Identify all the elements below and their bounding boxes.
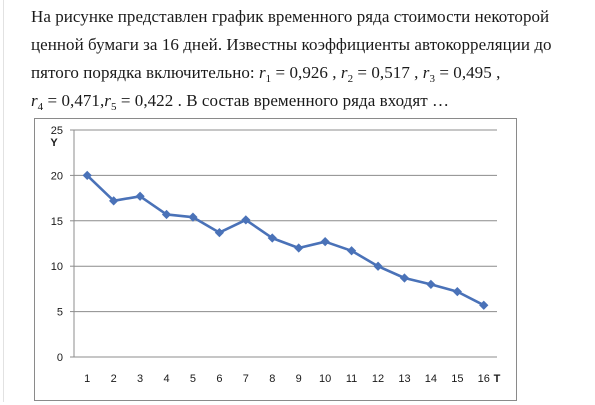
question-line-4-text: . В состав временного ряда входят … — [177, 91, 450, 110]
question-text: На рисунке представлен график временного… — [31, 3, 591, 115]
coefficient-r4: r4 = 0,471 — [31, 91, 100, 113]
data-point-marker — [479, 300, 489, 310]
x-tick-label: 6 — [216, 373, 222, 385]
x-tick-label: 7 — [243, 373, 249, 385]
data-point-marker — [214, 227, 225, 238]
data-point-marker — [82, 170, 92, 181]
x-tick-label: 1 — [84, 373, 90, 385]
y-tick-label: 5 — [57, 307, 63, 319]
data-point-marker — [135, 191, 145, 201]
series-1 — [82, 170, 489, 310]
x-tick-label: 3 — [137, 373, 143, 385]
x-tick-label: 2 — [111, 373, 117, 385]
question-line-1: На рисунке представлен график временного… — [31, 7, 550, 26]
x-tick-label: 16 — [478, 373, 490, 385]
data-point-marker — [399, 273, 410, 283]
x-axis-label: T — [494, 373, 501, 385]
x-tick-label: 4 — [163, 373, 169, 385]
question-line-2: ценной бумаги за 16 дней. Известны коэфф… — [31, 35, 552, 54]
data-point-marker — [373, 261, 383, 271]
data-point-marker — [346, 246, 357, 256]
series-line — [86, 174, 485, 307]
x-tick-label: 8 — [269, 373, 275, 385]
y-tick-label: 25 — [51, 125, 63, 137]
coefficient-r2: r2 = 0,517 — [340, 63, 410, 85]
data-point-marker — [320, 237, 330, 247]
data-point-marker — [267, 233, 277, 243]
question-line-3-text: пятого порядка включительно: — [31, 63, 255, 82]
x-tick-label: 11 — [346, 373, 357, 385]
axes — [70, 129, 497, 358]
coefficient-r3: r3 = 0,495 — [422, 63, 492, 85]
data-point-marker — [426, 279, 436, 289]
x-tick-label: 13 — [398, 373, 410, 385]
coefficient-r5: r5 = 0,422 — [104, 91, 174, 113]
question-line-4: r4 = 0,471,r5 = 0,422 . В состав временн… — [31, 91, 450, 113]
data-point-marker — [161, 209, 172, 220]
y-tick-label: 15 — [51, 216, 63, 228]
data-point-marker — [294, 243, 304, 253]
x-tick-label: 9 — [296, 373, 302, 385]
question-line-3: пятого порядка включительно: r1 = 0,926 … — [31, 63, 501, 85]
data-point-marker — [109, 196, 119, 206]
y-axis-label: Y — [50, 137, 58, 149]
data-point-marker — [188, 212, 198, 222]
left-border-rule — [3, 0, 4, 402]
gridlines — [74, 129, 497, 313]
data-point-marker — [241, 215, 251, 225]
x-tick-label: 14 — [425, 373, 437, 385]
chart-frame: 0 5 10 15 20 25 1 2 3 4 5 6 7 8 9 10 11 12 13 14 15 16 Y T — [34, 118, 517, 401]
coefficient-r1: r1 = 0,926 — [259, 63, 328, 85]
x-tick-label: 10 — [319, 373, 331, 385]
x-tick-label: 15 — [451, 373, 463, 385]
y-tick-label: 0 — [57, 352, 63, 364]
x-tick-label: 12 — [372, 373, 384, 385]
data-point-marker — [452, 286, 462, 297]
x-tick-label: 5 — [190, 373, 196, 385]
y-tick-label: 20 — [51, 170, 63, 182]
y-tick-label: 10 — [51, 261, 63, 273]
